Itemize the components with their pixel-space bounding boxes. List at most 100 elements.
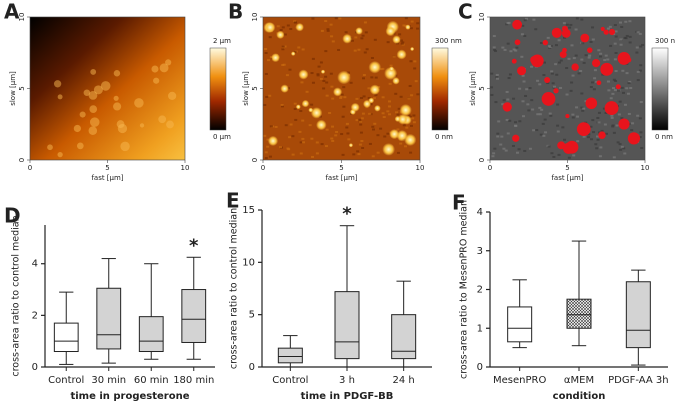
afm-texture — [515, 151, 519, 154]
afm-texture — [603, 123, 607, 126]
afm-texture — [494, 101, 498, 104]
y-tick-label: 0 — [18, 158, 26, 162]
afm-texture — [346, 132, 350, 135]
afm-feature — [399, 103, 412, 117]
afm-texture — [604, 132, 608, 135]
afm-texture — [639, 45, 643, 48]
afm-texture — [576, 140, 580, 143]
afm-texture — [602, 107, 606, 110]
afm-texture — [527, 109, 531, 112]
afm-texture — [539, 133, 543, 136]
afm-texture — [287, 148, 291, 151]
afm-texture — [300, 81, 304, 84]
afm-texture — [572, 154, 576, 157]
afm-texture — [546, 82, 550, 85]
y-axis-label: slow [µm] — [9, 71, 17, 106]
afm-texture — [511, 144, 515, 147]
afm-texture — [514, 124, 518, 127]
afm-texture — [276, 25, 280, 28]
afm-texture — [499, 143, 503, 146]
afm-texture — [299, 152, 303, 155]
afm-texture — [299, 141, 303, 144]
afm-texture — [556, 103, 560, 106]
afm-feature — [76, 142, 84, 150]
x-axis-label: time in PDGF-BB — [301, 391, 394, 402]
mask-feature — [512, 19, 523, 30]
afm-texture — [302, 141, 306, 144]
afm-texture — [581, 42, 585, 45]
x-tick-label: Control — [272, 375, 308, 386]
afm-texture — [594, 143, 598, 146]
afm-texture — [559, 86, 563, 89]
afm-texture — [596, 116, 600, 119]
afm-texture — [268, 36, 272, 39]
afm-texture — [590, 81, 594, 84]
afm-texture — [495, 76, 499, 79]
afm-texture — [337, 48, 341, 51]
afm-texture — [281, 64, 285, 67]
afm-texture — [552, 86, 556, 89]
y-tick-label: 2 — [477, 285, 483, 296]
mask-feature — [557, 141, 566, 150]
afm-texture — [394, 92, 398, 95]
afm-texture — [574, 54, 578, 57]
box — [391, 314, 417, 360]
afm-texture — [281, 48, 285, 51]
afm-texture — [496, 132, 500, 135]
afm-texture — [518, 87, 522, 90]
afm-texture — [490, 86, 494, 89]
afm-texture — [555, 73, 559, 76]
afm-texture — [341, 153, 345, 156]
afm-texture — [625, 34, 629, 37]
afm-texture — [331, 125, 335, 128]
x-tick-label: 5 — [565, 164, 569, 172]
colorbar-label: 0 nm — [435, 133, 453, 141]
afm-texture — [264, 47, 268, 50]
afm-texture — [334, 134, 338, 137]
afm-texture — [596, 135, 600, 138]
x-tick-label: 10 — [181, 164, 190, 172]
x-axis-label: fast [µm] — [551, 174, 583, 182]
afm-texture — [612, 87, 616, 90]
afm-texture — [416, 93, 420, 96]
afm-texture — [310, 72, 314, 75]
colorbar — [209, 47, 227, 131]
afm-texture — [316, 73, 320, 76]
afm-texture — [416, 22, 420, 25]
afm-texture — [568, 26, 572, 29]
afm-texture — [624, 37, 628, 40]
afm-texture — [630, 129, 634, 132]
afm-texture — [580, 92, 584, 95]
afm-texture — [329, 72, 333, 75]
afm-texture — [362, 74, 366, 77]
afm-texture — [554, 44, 558, 47]
afm-feature — [388, 66, 395, 72]
afm-feature — [374, 105, 381, 112]
afm-texture — [331, 97, 335, 100]
mask-feature — [530, 55, 539, 65]
afm-texture — [407, 97, 411, 100]
afm-texture — [587, 133, 591, 136]
afm-texture — [494, 50, 498, 53]
afm-texture — [591, 26, 595, 29]
afm-texture — [310, 103, 314, 106]
afm-feature — [280, 84, 289, 93]
afm-texture — [623, 152, 627, 155]
afm-texture — [324, 20, 328, 23]
mask-feature — [580, 33, 590, 43]
afm-feature — [57, 94, 63, 100]
afm-texture — [293, 107, 297, 110]
afm-texture — [381, 96, 385, 99]
afm-texture — [611, 124, 615, 127]
afm-texture — [515, 46, 519, 49]
afm-texture — [490, 72, 494, 75]
afm-texture — [360, 117, 364, 120]
afm-texture — [517, 148, 521, 151]
afm-texture — [607, 89, 611, 92]
afm-texture — [493, 147, 497, 150]
afm-texture — [587, 136, 591, 139]
afm-texture — [264, 157, 268, 160]
afm-feature — [168, 91, 177, 101]
afm-texture — [340, 93, 344, 96]
afm-texture — [619, 38, 623, 41]
